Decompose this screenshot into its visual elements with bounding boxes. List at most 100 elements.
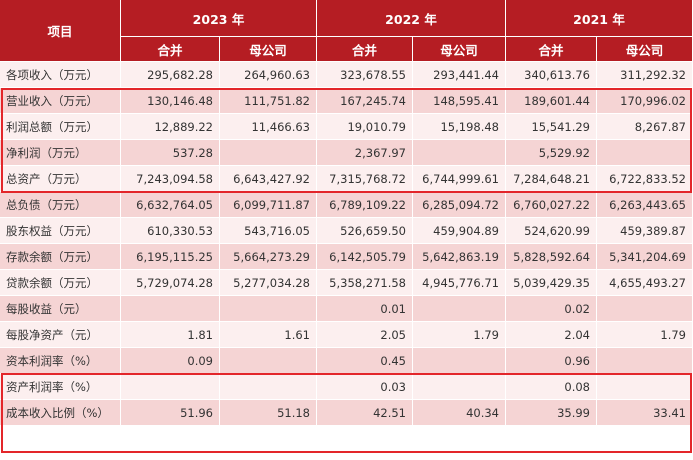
row-label: 总资产（万元） <box>0 166 121 192</box>
value-cell: 15,541.29 <box>506 114 597 140</box>
header-label: 项目 <box>0 0 121 62</box>
value-cell: 526,659.50 <box>317 218 413 244</box>
value-cell <box>220 296 317 322</box>
value-cell: 537.28 <box>121 140 220 166</box>
year-header: 2023 年 <box>121 0 317 37</box>
subcolumn-header: 母公司 <box>413 37 506 62</box>
value-cell: 459,389.87 <box>597 218 693 244</box>
year-header: 2021 年 <box>506 0 693 37</box>
value-cell: 295,682.28 <box>121 62 220 88</box>
value-cell: 130,146.48 <box>121 88 220 114</box>
value-cell: 33.41 <box>597 400 693 426</box>
value-cell: 0.01 <box>317 296 413 322</box>
row-label: 总负债（万元） <box>0 192 121 218</box>
value-cell: 5,277,034.28 <box>220 270 317 296</box>
value-cell: 5,341,204.69 <box>597 244 693 270</box>
value-cell: 6,789,109.22 <box>317 192 413 218</box>
value-cell: 5,529.92 <box>506 140 597 166</box>
value-cell <box>413 374 506 400</box>
value-cell: 51.18 <box>220 400 317 426</box>
value-cell: 0.09 <box>121 348 220 374</box>
value-cell: 5,642,863.19 <box>413 244 506 270</box>
value-cell <box>597 296 693 322</box>
subcolumn-header: 合并 <box>317 37 413 62</box>
value-cell: 0.45 <box>317 348 413 374</box>
value-cell: 12,889.22 <box>121 114 220 140</box>
row-label: 资产利润率（%） <box>0 374 121 400</box>
value-cell <box>220 374 317 400</box>
value-cell: 5,664,273.29 <box>220 244 317 270</box>
value-cell: 264,960.63 <box>220 62 317 88</box>
value-cell: 0.96 <box>506 348 597 374</box>
row-label: 每股收益（元） <box>0 296 121 322</box>
value-cell: 459,904.89 <box>413 218 506 244</box>
value-cell: 42.51 <box>317 400 413 426</box>
value-cell: 2.04 <box>506 322 597 348</box>
value-cell: 6,632,764.05 <box>121 192 220 218</box>
value-cell: 6,099,711.87 <box>220 192 317 218</box>
value-cell: 19,010.79 <box>317 114 413 140</box>
value-cell: 6,643,427.92 <box>220 166 317 192</box>
row-label: 利润总额（万元） <box>0 114 121 140</box>
value-cell <box>597 140 693 166</box>
row-label: 贷款余额（万元） <box>0 270 121 296</box>
value-cell: 1.81 <box>121 322 220 348</box>
value-cell <box>597 348 693 374</box>
value-cell <box>597 374 693 400</box>
row-label: 股东权益（万元） <box>0 218 121 244</box>
value-cell <box>413 348 506 374</box>
value-cell: 2.05 <box>317 322 413 348</box>
value-cell: 340,613.76 <box>506 62 597 88</box>
subcolumn-header: 母公司 <box>220 37 317 62</box>
value-cell: 40.34 <box>413 400 506 426</box>
value-cell: 5,828,592.64 <box>506 244 597 270</box>
row-label: 资本利润率（%） <box>0 348 121 374</box>
value-cell: 610,330.53 <box>121 218 220 244</box>
subcolumn-header: 合并 <box>121 37 220 62</box>
row-label: 净利润（万元） <box>0 140 121 166</box>
value-cell: 6,142,505.79 <box>317 244 413 270</box>
subcolumn-header: 母公司 <box>597 37 693 62</box>
value-cell: 51.96 <box>121 400 220 426</box>
value-cell <box>220 348 317 374</box>
subcolumn-header: 合并 <box>506 37 597 62</box>
value-cell: 7,243,094.58 <box>121 166 220 192</box>
value-cell: 524,620.99 <box>506 218 597 244</box>
value-cell: 6,285,094.72 <box>413 192 506 218</box>
value-cell: 5,358,271.58 <box>317 270 413 296</box>
value-cell: 5,729,074.28 <box>121 270 220 296</box>
value-cell: 293,441.44 <box>413 62 506 88</box>
value-cell: 6,263,443.65 <box>597 192 693 218</box>
value-cell <box>121 374 220 400</box>
row-label: 各项收入（万元） <box>0 62 121 88</box>
value-cell: 6,722,833.52 <box>597 166 693 192</box>
value-cell: 1.79 <box>597 322 693 348</box>
value-cell: 0.02 <box>506 296 597 322</box>
value-cell: 148,595.41 <box>413 88 506 114</box>
value-cell: 311,292.32 <box>597 62 693 88</box>
value-cell: 0.03 <box>317 374 413 400</box>
row-label: 每股净资产（元） <box>0 322 121 348</box>
value-cell <box>121 296 220 322</box>
row-label: 营业收入（万元） <box>0 88 121 114</box>
value-cell: 8,267.87 <box>597 114 693 140</box>
value-cell: 11,466.63 <box>220 114 317 140</box>
value-cell: 1.79 <box>413 322 506 348</box>
value-cell: 1.61 <box>220 322 317 348</box>
value-cell: 5,039,429.35 <box>506 270 597 296</box>
value-cell: 4,655,493.27 <box>597 270 693 296</box>
value-cell: 543,716.05 <box>220 218 317 244</box>
value-cell <box>220 140 317 166</box>
value-cell: 6,195,115.25 <box>121 244 220 270</box>
value-cell: 189,601.44 <box>506 88 597 114</box>
value-cell: 15,198.48 <box>413 114 506 140</box>
year-header: 2022 年 <box>317 0 506 37</box>
value-cell: 7,315,768.72 <box>317 166 413 192</box>
value-cell: 7,284,648.21 <box>506 166 597 192</box>
value-cell: 167,245.74 <box>317 88 413 114</box>
value-cell: 6,760,027.22 <box>506 192 597 218</box>
value-cell: 111,751.82 <box>220 88 317 114</box>
row-label: 存款余额（万元） <box>0 244 121 270</box>
value-cell: 6,744,999.61 <box>413 166 506 192</box>
